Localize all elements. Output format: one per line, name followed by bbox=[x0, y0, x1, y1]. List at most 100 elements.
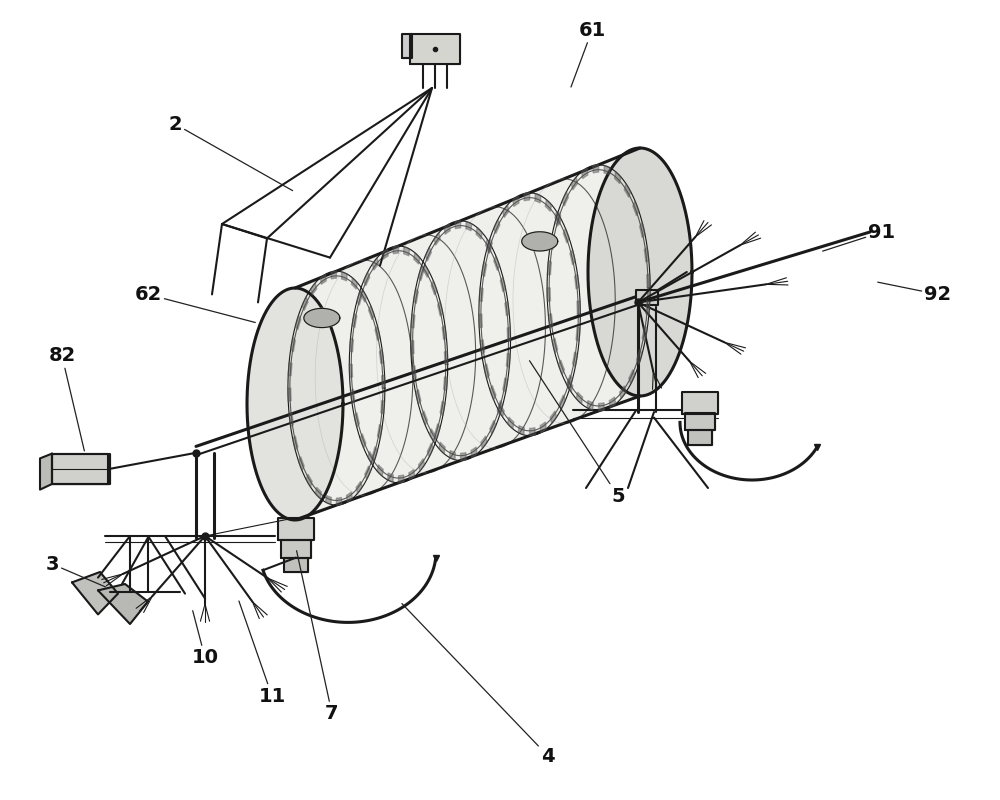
Text: 62: 62 bbox=[134, 285, 255, 322]
Polygon shape bbox=[567, 375, 573, 390]
Polygon shape bbox=[291, 338, 295, 352]
Polygon shape bbox=[40, 454, 52, 490]
Polygon shape bbox=[416, 390, 421, 404]
Polygon shape bbox=[411, 341, 414, 354]
Polygon shape bbox=[444, 351, 448, 365]
Polygon shape bbox=[550, 234, 555, 250]
Polygon shape bbox=[471, 447, 477, 458]
Polygon shape bbox=[636, 350, 642, 365]
Polygon shape bbox=[555, 211, 561, 225]
Polygon shape bbox=[629, 370, 635, 384]
Polygon shape bbox=[360, 434, 366, 448]
Polygon shape bbox=[582, 168, 588, 178]
Polygon shape bbox=[636, 290, 658, 305]
Polygon shape bbox=[398, 475, 404, 482]
Text: 82: 82 bbox=[48, 346, 84, 451]
Polygon shape bbox=[311, 282, 317, 295]
Polygon shape bbox=[304, 308, 340, 327]
Polygon shape bbox=[479, 314, 482, 328]
Polygon shape bbox=[547, 261, 551, 275]
Polygon shape bbox=[423, 264, 429, 278]
Polygon shape bbox=[685, 413, 715, 430]
Polygon shape bbox=[52, 454, 108, 484]
Polygon shape bbox=[682, 392, 718, 414]
Polygon shape bbox=[413, 289, 418, 303]
Polygon shape bbox=[409, 470, 415, 480]
Polygon shape bbox=[507, 327, 511, 341]
Polygon shape bbox=[455, 221, 461, 229]
Polygon shape bbox=[461, 453, 466, 461]
Polygon shape bbox=[52, 454, 110, 484]
Polygon shape bbox=[354, 413, 359, 427]
Polygon shape bbox=[480, 340, 485, 354]
Polygon shape bbox=[315, 487, 321, 498]
Text: 7: 7 bbox=[297, 550, 339, 723]
Polygon shape bbox=[573, 352, 577, 367]
Polygon shape bbox=[530, 428, 535, 436]
Polygon shape bbox=[503, 378, 508, 393]
Polygon shape bbox=[476, 227, 482, 239]
Polygon shape bbox=[320, 274, 326, 284]
Polygon shape bbox=[281, 540, 311, 558]
Polygon shape bbox=[382, 249, 388, 259]
Polygon shape bbox=[306, 474, 312, 487]
Text: 11: 11 bbox=[239, 601, 286, 706]
Polygon shape bbox=[369, 306, 374, 320]
Text: 91: 91 bbox=[823, 222, 896, 251]
Polygon shape bbox=[352, 313, 357, 328]
Polygon shape bbox=[393, 246, 398, 254]
Polygon shape bbox=[481, 436, 487, 449]
Polygon shape bbox=[365, 466, 371, 480]
Polygon shape bbox=[633, 201, 639, 216]
Polygon shape bbox=[349, 365, 353, 378]
Polygon shape bbox=[434, 233, 440, 246]
Polygon shape bbox=[640, 222, 645, 238]
Polygon shape bbox=[410, 34, 460, 64]
Polygon shape bbox=[688, 430, 712, 445]
Polygon shape bbox=[98, 584, 148, 624]
Polygon shape bbox=[377, 425, 382, 439]
Polygon shape bbox=[552, 338, 558, 354]
Polygon shape bbox=[414, 253, 420, 264]
Polygon shape bbox=[576, 392, 583, 404]
Polygon shape bbox=[289, 413, 293, 426]
Polygon shape bbox=[379, 350, 384, 364]
Polygon shape bbox=[479, 287, 483, 302]
Polygon shape bbox=[342, 272, 347, 281]
Polygon shape bbox=[522, 232, 558, 251]
Polygon shape bbox=[331, 271, 336, 279]
Polygon shape bbox=[295, 148, 640, 520]
Polygon shape bbox=[540, 422, 546, 433]
Polygon shape bbox=[361, 289, 367, 302]
Polygon shape bbox=[382, 375, 385, 388]
Polygon shape bbox=[524, 193, 530, 201]
Polygon shape bbox=[604, 166, 610, 175]
Polygon shape bbox=[615, 172, 621, 184]
Polygon shape bbox=[288, 362, 292, 376]
Polygon shape bbox=[644, 247, 649, 262]
Polygon shape bbox=[562, 192, 568, 206]
Polygon shape bbox=[288, 388, 291, 402]
Polygon shape bbox=[419, 458, 425, 471]
Polygon shape bbox=[336, 498, 342, 505]
Polygon shape bbox=[535, 194, 541, 203]
Polygon shape bbox=[375, 326, 380, 341]
Polygon shape bbox=[357, 290, 362, 305]
Polygon shape bbox=[449, 450, 455, 460]
Polygon shape bbox=[503, 205, 509, 218]
Polygon shape bbox=[494, 256, 500, 270]
Text: 5: 5 bbox=[530, 361, 625, 506]
Polygon shape bbox=[444, 224, 450, 234]
Polygon shape bbox=[351, 278, 357, 289]
Polygon shape bbox=[490, 420, 496, 434]
Text: 10: 10 bbox=[192, 610, 218, 667]
Polygon shape bbox=[381, 401, 385, 414]
Text: 4: 4 bbox=[402, 604, 555, 766]
Polygon shape bbox=[247, 288, 343, 520]
Polygon shape bbox=[563, 228, 569, 243]
Polygon shape bbox=[508, 417, 514, 429]
Polygon shape bbox=[411, 314, 415, 328]
Polygon shape bbox=[418, 266, 424, 281]
Polygon shape bbox=[425, 247, 431, 261]
Polygon shape bbox=[545, 200, 552, 211]
